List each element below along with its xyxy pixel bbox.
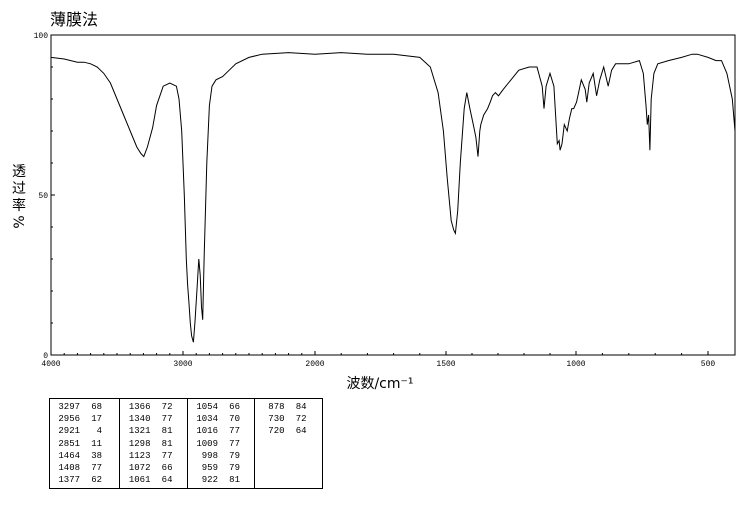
peak-transmittance: 64 [295,426,307,437]
peak-wavenumber: 1054 [196,402,218,412]
chart-title: 薄膜法 [50,10,98,29]
peak-wavenumber: 998 [201,450,218,461]
peak-wavenumber: 1009 [196,438,218,449]
peak-transmittance: 68 [91,402,102,412]
peak-table-row: 959 79 [188,462,254,474]
peak-table-row: 1072 66 [120,462,187,474]
peak-wavenumber: 2851 [58,438,80,449]
peak-table-row: 2851 11 [50,438,119,450]
peak-transmittance: 17 [91,414,102,425]
peak-transmittance: 84 [295,402,307,412]
peak-wavenumber: 1061 [128,475,151,486]
peak-wavenumber: 1340 [128,414,151,425]
peak-transmittance: 66 [229,402,240,412]
peak-table-row: 1016 77 [188,425,254,437]
peak-wavenumber: 1366 [128,402,151,412]
peak-table-row: 730 72 [255,413,323,425]
peak-transmittance: 11 [91,438,102,449]
peak-table-row: 1298 81 [120,438,187,450]
peak-table-row: 1054 66 [188,401,254,413]
peak-transmittance: 66 [161,462,173,473]
peak-wavenumber: 1377 [58,475,80,486]
peak-transmittance: 70 [229,414,240,425]
y-axis-label: 透过率% [12,164,28,229]
y-tick-label: 50 [38,192,48,201]
peak-transmittance: 79 [229,450,240,461]
peak-table: 3297 68 2956 17 2921 4 2851 11 1464 38 1408 77 1377 6… [49,398,323,489]
x-tick-label: 2000 [305,360,324,369]
peak-wavenumber: 1464 [58,450,80,461]
x-tick-label: 1000 [566,360,585,369]
peak-table-row: 1366 72 [120,401,187,413]
peak-table-row: 2956 17 [50,413,119,425]
y-tick-label: 100 [34,32,49,41]
peak-wavenumber: 2956 [58,414,80,425]
peak-transmittance: 79 [229,462,240,473]
peak-table-row: 1464 38 [50,450,119,462]
peak-wavenumber: 1072 [128,462,151,473]
peak-table-row: 1321 81 [120,425,187,437]
peak-wavenumber: 922 [201,475,218,486]
peak-wavenumber: 3297 [58,402,80,412]
x-tick-label: 500 [701,360,716,369]
peak-transmittance: 77 [161,414,173,425]
peak-table-column: 878 84 730 72 720 64 [255,399,323,488]
peak-transmittance: 77 [91,462,102,473]
peak-wavenumber: 730 [268,414,285,425]
peak-table-row: 1061 64 [120,474,187,486]
x-tick-label: 1500 [436,360,455,369]
peak-table-row: 1340 77 [120,413,187,425]
peak-wavenumber: 959 [201,462,218,473]
peak-wavenumber: 1298 [128,438,151,449]
peak-table-column: 1054 66 1034 70 1016 77 1009 77 998 79 959 79 922 81 [188,399,255,488]
peak-wavenumber: 1034 [196,414,218,425]
axis-ticks: 4000 3000 2000 1500 1000 500 0 50 100 [34,32,716,369]
peak-table-row: 3297 68 [50,401,119,413]
peak-table-row: 878 84 [255,401,323,413]
peak-wavenumber: 720 [268,426,285,437]
peak-table-row: 1377 62 [50,474,119,486]
peak-transmittance: 77 [229,426,240,437]
spectrum-line [50,52,736,343]
peak-wavenumber: 1321 [128,426,151,437]
peak-table-column: 3297 68 2956 17 2921 4 2851 11 1464 38 1408 77 1377 6… [50,399,121,488]
y-tick-label: 0 [43,352,48,361]
peak-table-row: 1408 77 [50,462,119,474]
peak-wavenumber: 1016 [196,426,218,437]
peak-table-row: 2921 4 [50,425,119,437]
peak-transmittance: 4 [96,426,102,437]
peak-wavenumber: 2921 [58,426,80,437]
x-axis-label: 波数/cm⁻¹ [346,376,413,392]
peak-wavenumber: 878 [268,402,285,412]
peak-transmittance: 81 [161,426,173,437]
peak-table-row: 1034 70 [188,413,254,425]
peak-table-row: 720 64 [255,425,323,437]
x-tick-label: 3000 [173,360,192,369]
y-label-char: 过 [12,181,26,197]
y-label-char: 透 [12,164,26,180]
y-label-char: % [12,215,28,228]
peak-wavenumber: 1123 [128,450,151,461]
peak-transmittance: 64 [161,475,173,486]
peak-transmittance: 72 [161,402,173,412]
x-tick-label: 4000 [41,360,60,369]
peak-table-row: 922 81 [188,474,254,486]
peak-table-row: 1009 77 [188,438,254,450]
peak-table-row: 998 79 [188,450,254,462]
peak-wavenumber: 1408 [58,462,80,473]
peak-transmittance: 81 [161,438,173,449]
peak-transmittance: 77 [229,438,240,449]
peak-transmittance: 81 [229,475,240,486]
peak-table-row: 1123 77 [120,450,187,462]
peak-transmittance: 72 [295,414,307,425]
plot-frame [50,34,736,356]
peak-table-column: 1366 72 1340 77 1321 81 1298 81 1123 77 1072 66 1061… [120,399,188,488]
peak-transmittance: 62 [91,475,102,486]
peak-transmittance: 38 [91,450,102,461]
peak-transmittance: 77 [161,450,173,461]
y-label-char: 率 [12,197,26,214]
